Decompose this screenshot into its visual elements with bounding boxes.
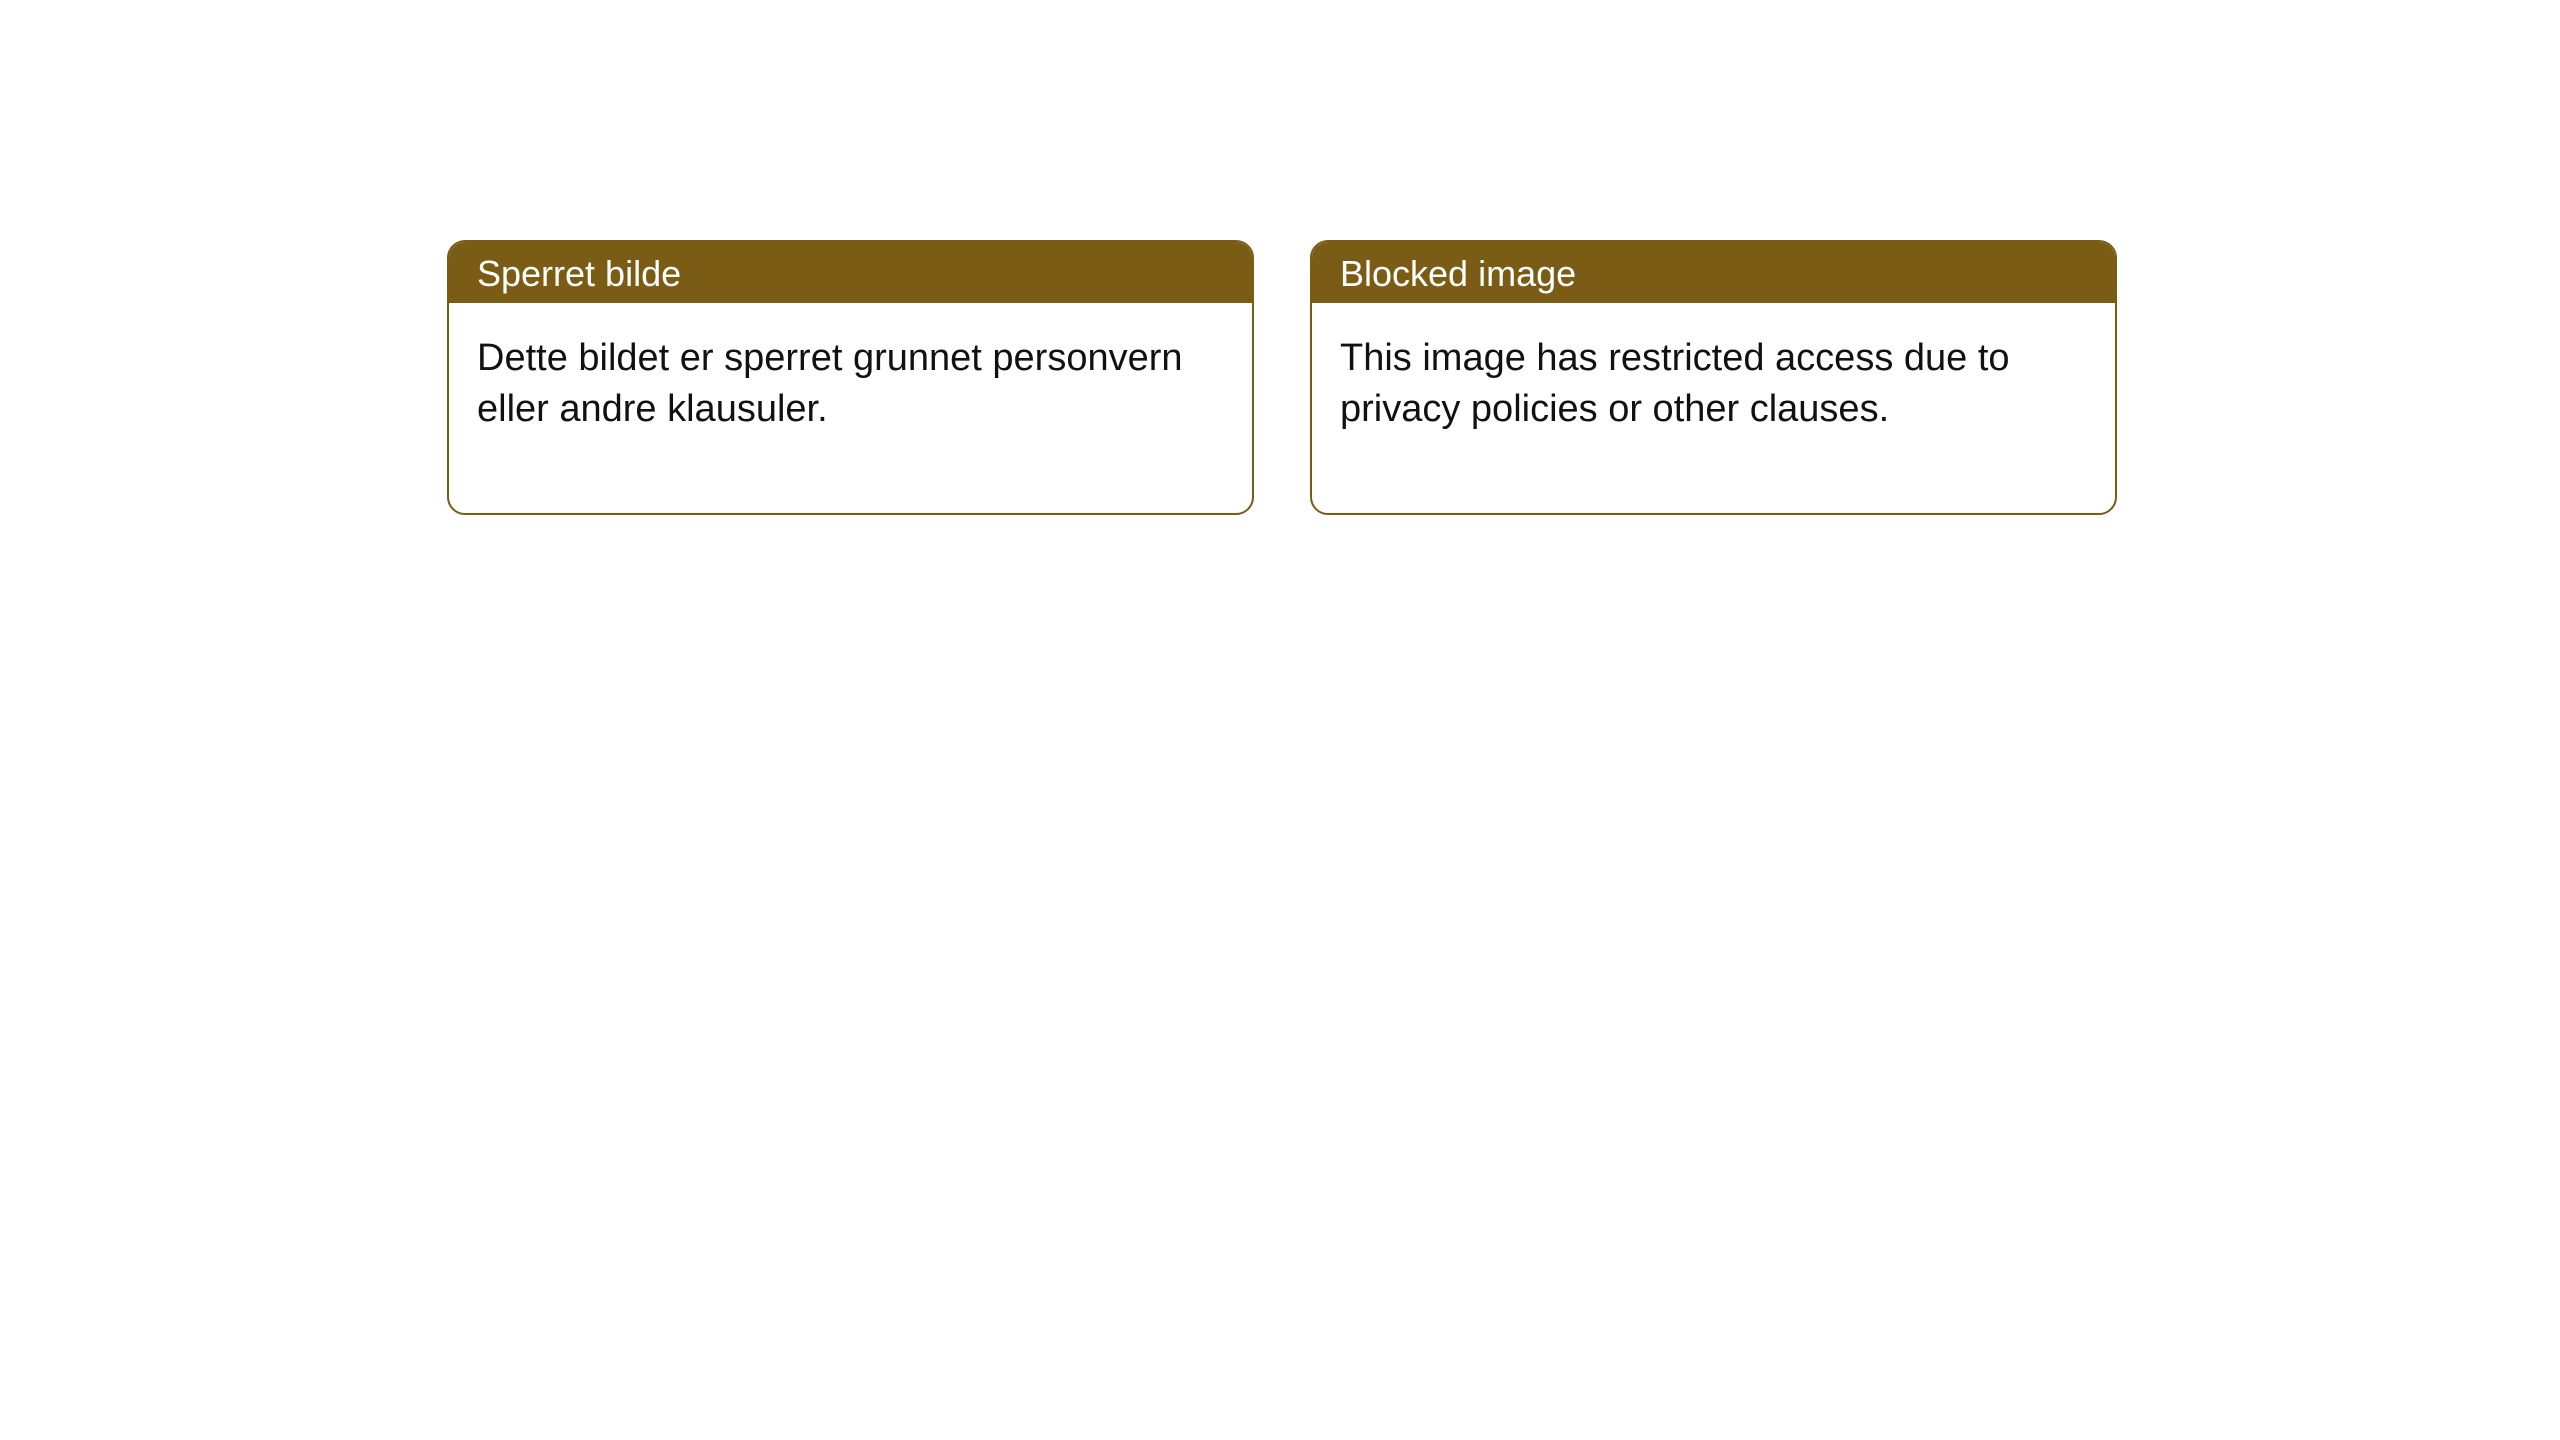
notice-header: Sperret bilde bbox=[449, 242, 1252, 303]
notice-container: Sperret bilde Dette bildet er sperret gr… bbox=[447, 240, 2117, 515]
notice-body: Dette bildet er sperret grunnet personve… bbox=[449, 303, 1252, 513]
notice-card-norwegian: Sperret bilde Dette bildet er sperret gr… bbox=[447, 240, 1254, 515]
notice-card-english: Blocked image This image has restricted … bbox=[1310, 240, 2117, 515]
notice-header: Blocked image bbox=[1312, 242, 2115, 303]
notice-body: This image has restricted access due to … bbox=[1312, 303, 2115, 513]
